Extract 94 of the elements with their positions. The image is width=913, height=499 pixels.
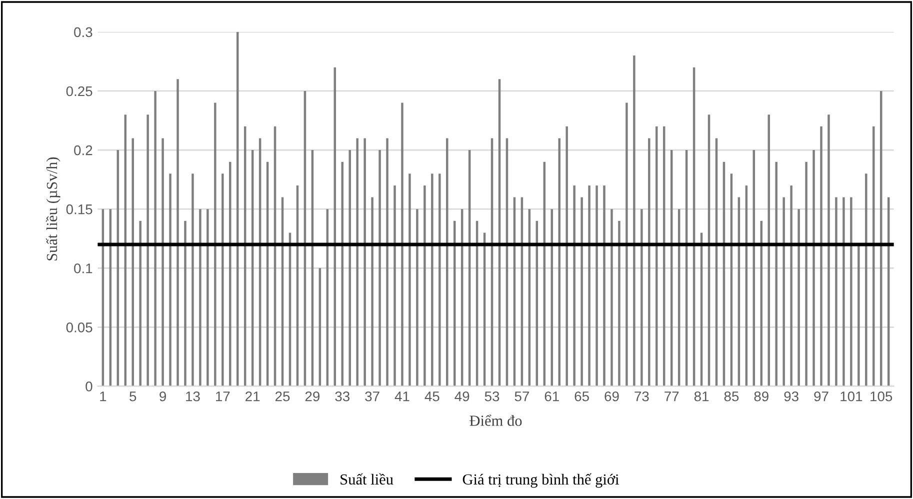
x-tick-label: 21 (246, 391, 260, 402)
bar (835, 197, 838, 386)
x-tick-label: 77 (664, 392, 679, 402)
y-axis-title: Suất liều (µSv/h) (46, 157, 60, 260)
x-tick-label: 61 (544, 391, 559, 402)
bar (356, 138, 358, 386)
bar (603, 185, 606, 386)
bar (424, 185, 426, 386)
x-tick-label: 105 (870, 391, 892, 402)
y-tick-label: 0.25 (66, 86, 92, 96)
bar (139, 220, 142, 386)
bar (371, 197, 374, 386)
bar (431, 174, 434, 386)
x-tick-label: 5 (130, 392, 136, 402)
bar (192, 174, 194, 386)
y-tick-label: 0 (86, 382, 92, 392)
bar (162, 138, 164, 386)
bar (820, 126, 822, 386)
bar (206, 209, 209, 386)
y-tick-label: 0.05 (66, 322, 92, 332)
x-tick-label: 33 (335, 391, 350, 402)
x-tick-label: 13 (186, 391, 200, 402)
x-tick-label: 69 (604, 391, 619, 402)
x-tick-label: 41 (394, 392, 410, 402)
bar (573, 185, 576, 386)
bar (656, 126, 658, 386)
x-tick-label: 93 (784, 391, 798, 402)
y-tick-label: 0.1 (74, 263, 92, 274)
x-tick-label: 57 (514, 392, 529, 402)
bar (805, 162, 808, 386)
bar (364, 138, 366, 386)
bar (401, 102, 404, 386)
bar (798, 209, 800, 386)
bar (626, 102, 628, 386)
bar (828, 114, 830, 386)
bar (438, 174, 441, 386)
bar (610, 209, 613, 386)
bar (229, 162, 232, 386)
x-tick-label: 29 (305, 391, 320, 402)
bar (865, 174, 868, 386)
y-tick-label: 0.15 (66, 204, 92, 214)
x-tick-label: 9 (160, 391, 166, 402)
bar (648, 138, 650, 386)
bar (633, 56, 636, 386)
bar (378, 150, 381, 386)
x-tick-label: 37 (365, 391, 380, 402)
x-tick-label: 45 (424, 392, 440, 402)
bar (790, 185, 792, 386)
bar (618, 220, 620, 386)
x-tick-label: 81 (694, 391, 709, 402)
bar (782, 197, 785, 386)
bar (176, 79, 179, 386)
x-tick-label: 53 (484, 391, 500, 402)
x-tick-label: 73 (634, 391, 649, 402)
bar (214, 102, 216, 386)
bar (580, 197, 583, 386)
bar (222, 174, 224, 386)
bar (169, 174, 172, 386)
x-tick-label: 17 (216, 392, 230, 402)
bar (842, 197, 845, 386)
bar (775, 162, 778, 386)
y-tick-label: 0.2 (74, 145, 92, 156)
x-tick-label: 85 (724, 391, 739, 402)
x-axis-title: Điểm đo (470, 414, 522, 426)
bar (132, 138, 134, 386)
bar (146, 114, 149, 386)
x-tick-label: 65 (574, 391, 589, 402)
bar (596, 185, 598, 386)
bar (184, 220, 186, 386)
bar (588, 185, 590, 386)
bar (558, 138, 560, 386)
bar (850, 197, 852, 386)
bar (386, 138, 388, 386)
bar (858, 244, 860, 386)
x-tick-label: 97 (814, 391, 828, 402)
x-tick-label: 49 (454, 391, 470, 402)
bar (416, 209, 418, 386)
bar (768, 114, 770, 386)
bar (341, 162, 344, 386)
x-tick-label: 25 (275, 391, 290, 402)
bar (154, 90, 156, 386)
x-tick-label: 1 (100, 392, 106, 402)
bar (812, 150, 815, 386)
x-tick-label: 101 (840, 391, 862, 402)
legend-label: Giá trị trung bình thế giới (462, 473, 619, 488)
bar (566, 126, 568, 386)
bar (640, 209, 643, 386)
y-tick-label: 0.3 (74, 27, 92, 38)
x-tick-label: 89 (754, 391, 768, 402)
bar (199, 209, 202, 386)
legend-label: Suất liều (340, 473, 394, 485)
bar (394, 185, 396, 386)
bar (348, 150, 351, 386)
bar (408, 174, 411, 386)
